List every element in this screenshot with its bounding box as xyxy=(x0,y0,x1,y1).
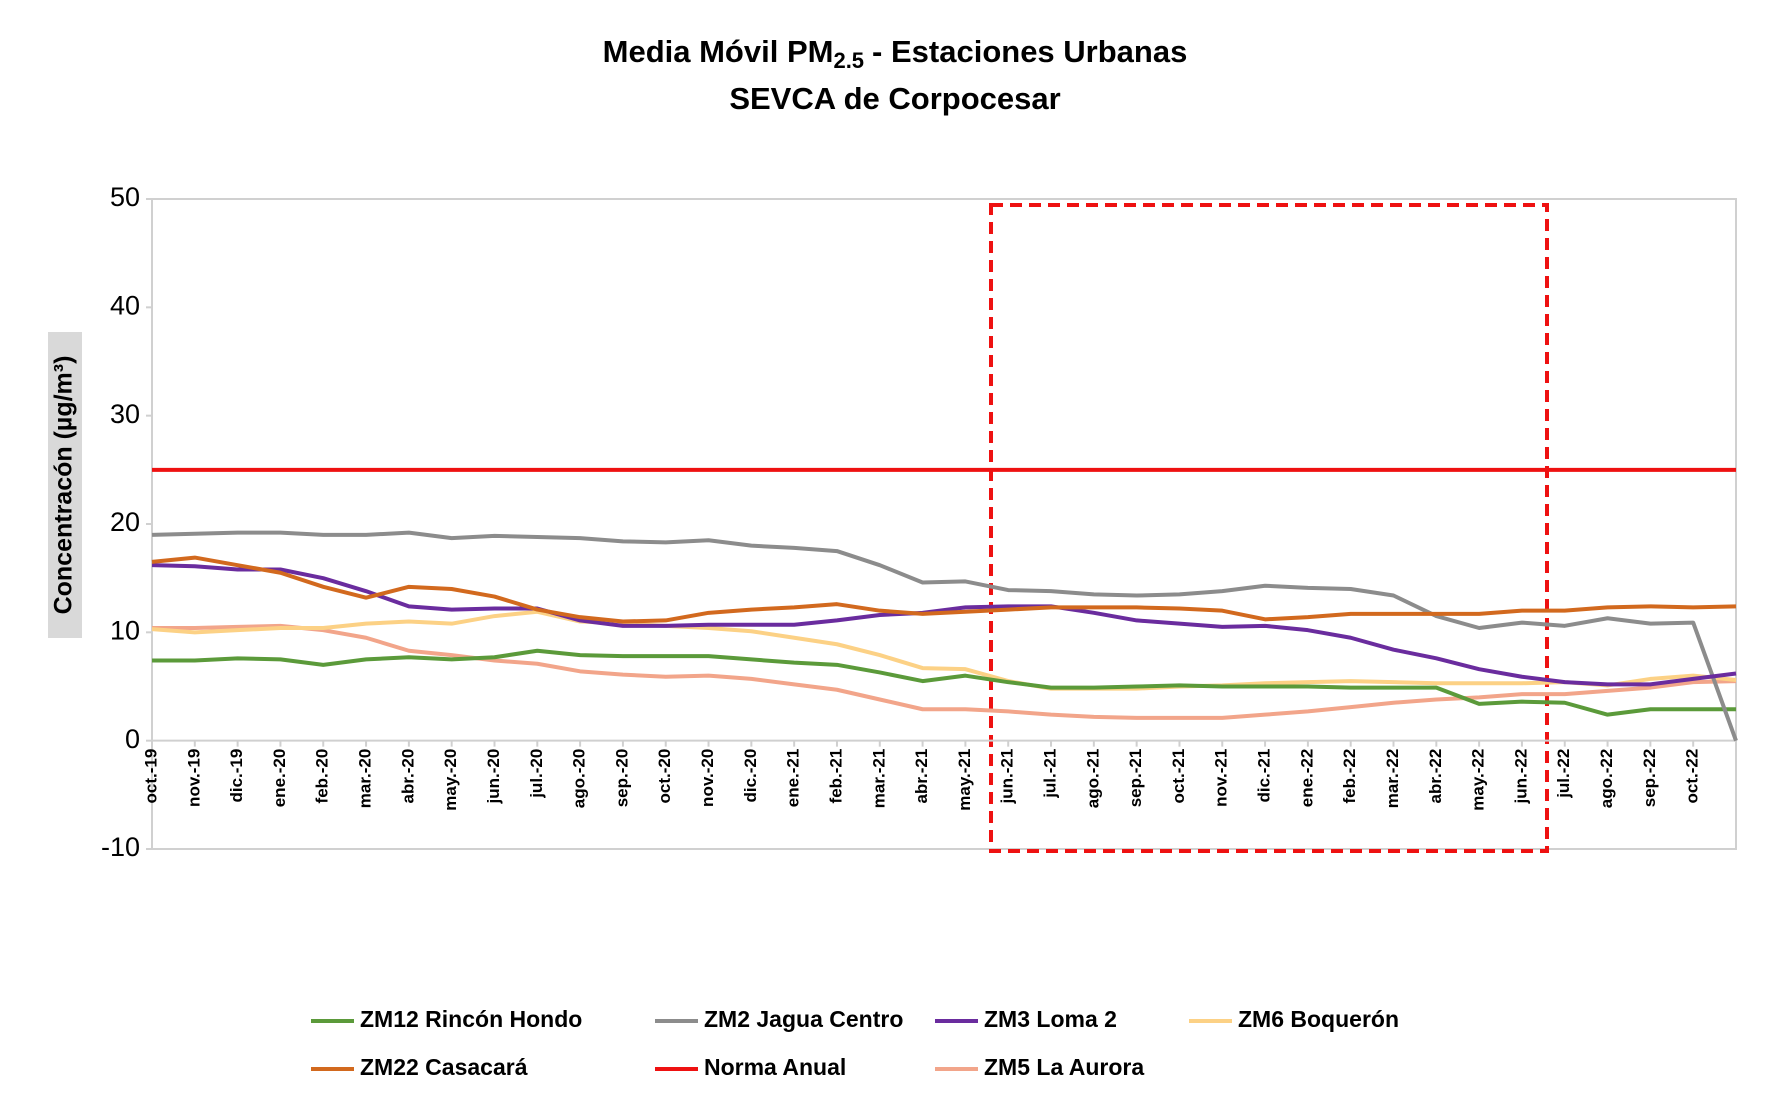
x-tick-label: mar.-21 xyxy=(869,749,888,809)
series-line xyxy=(152,648,1736,717)
x-tick-label: oct.-21 xyxy=(1169,749,1188,804)
x-tick-label: mar.-20 xyxy=(356,749,375,809)
series-line xyxy=(151,530,1738,742)
chart-title: Media Móvil PM2.5 - Estaciones Urbanas xyxy=(603,34,1188,73)
x-tick-label: ago.-20 xyxy=(570,749,589,809)
x-tick-label: feb.-22 xyxy=(1340,749,1359,804)
series-line xyxy=(152,623,1737,720)
series-line xyxy=(151,609,1737,691)
legend-label: ZM3 Loma 2 xyxy=(984,1006,1117,1032)
legend-label: Norma Anual xyxy=(704,1054,846,1080)
x-tick-label: nov.-21 xyxy=(1212,749,1231,807)
x-tick-label: dic.-21 xyxy=(1255,749,1274,803)
x-tick-label: dic.-19 xyxy=(227,749,246,803)
x-tick-label: sep.-20 xyxy=(612,749,631,808)
y-tick-label: -10 xyxy=(101,832,140,862)
y-axis-label: Concentracón (µg/m³) xyxy=(50,356,78,615)
highlight-box xyxy=(989,203,1549,853)
x-tick-label: oct.-19 xyxy=(141,749,160,804)
legend-label: ZM5 La Aurora xyxy=(984,1054,1144,1080)
x-tick-label: jun.-20 xyxy=(484,749,503,805)
x-tick-label: abr.-22 xyxy=(1426,749,1445,804)
title-main: Media Móvil PM xyxy=(603,34,834,69)
x-tick-label: abr.-21 xyxy=(912,749,931,804)
x-tick-label: abr.-20 xyxy=(398,749,417,804)
x-tick-label: ago.-22 xyxy=(1597,749,1616,809)
title-subscript: 2.5 xyxy=(833,48,864,73)
y-tick-label: 50 xyxy=(110,182,140,212)
y-label-box xyxy=(48,332,82,638)
legend-label: ZM6 Boquerón xyxy=(1238,1006,1399,1032)
y-tick-label: 20 xyxy=(110,507,140,537)
x-tick-label: jun.-22 xyxy=(1511,749,1530,805)
x-tick-label: ene.-22 xyxy=(1297,749,1316,808)
x-tick-label: dic.-20 xyxy=(741,749,760,803)
x-tick-label: nov.-19 xyxy=(184,749,203,807)
x-tick-label: oct.-20 xyxy=(655,749,674,804)
x-tick-label: feb.-21 xyxy=(826,749,845,804)
x-tick-label: jun.-21 xyxy=(998,749,1017,805)
series-line xyxy=(151,555,1737,624)
y-tick-label: 10 xyxy=(110,615,140,645)
x-tick-label: jul.-20 xyxy=(527,749,546,799)
x-tick-label: may.-22 xyxy=(1469,749,1488,811)
y-tick-label: 0 xyxy=(125,724,140,754)
x-tick-label: may.-21 xyxy=(955,749,974,811)
x-tick-label: may.-20 xyxy=(441,749,460,811)
title-rest: - Estaciones Urbanas xyxy=(872,34,1187,69)
x-tick-label: ago.-21 xyxy=(1083,749,1102,809)
x-tick-label: jul.-21 xyxy=(1041,749,1060,799)
x-tick-label: ene.-20 xyxy=(270,749,289,808)
plot-border xyxy=(151,198,1737,850)
x-tick-label: sep.-21 xyxy=(1126,749,1145,808)
y-tick-label: 30 xyxy=(110,399,140,429)
legend-label: ZM22 Casacará xyxy=(360,1054,528,1080)
x-tick-label: jul.-22 xyxy=(1554,749,1573,799)
x-tick-label: feb.-20 xyxy=(313,749,332,804)
x-tick-label: sep.-22 xyxy=(1640,749,1659,808)
x-tick-label: mar.-22 xyxy=(1383,749,1402,809)
y-tick-label: 40 xyxy=(110,290,140,320)
x-tick-label: oct.-22 xyxy=(1683,749,1702,804)
legend-label: ZM12 Rincón Hondo xyxy=(360,1006,582,1032)
series-line xyxy=(151,563,1737,687)
chart-subtitle: SEVCA de Corpocesar xyxy=(729,81,1060,116)
x-tick-label: nov.-20 xyxy=(698,749,717,807)
legend-label: ZM2 Jagua Centro xyxy=(704,1006,903,1032)
x-tick-label: ene.-21 xyxy=(784,749,803,808)
